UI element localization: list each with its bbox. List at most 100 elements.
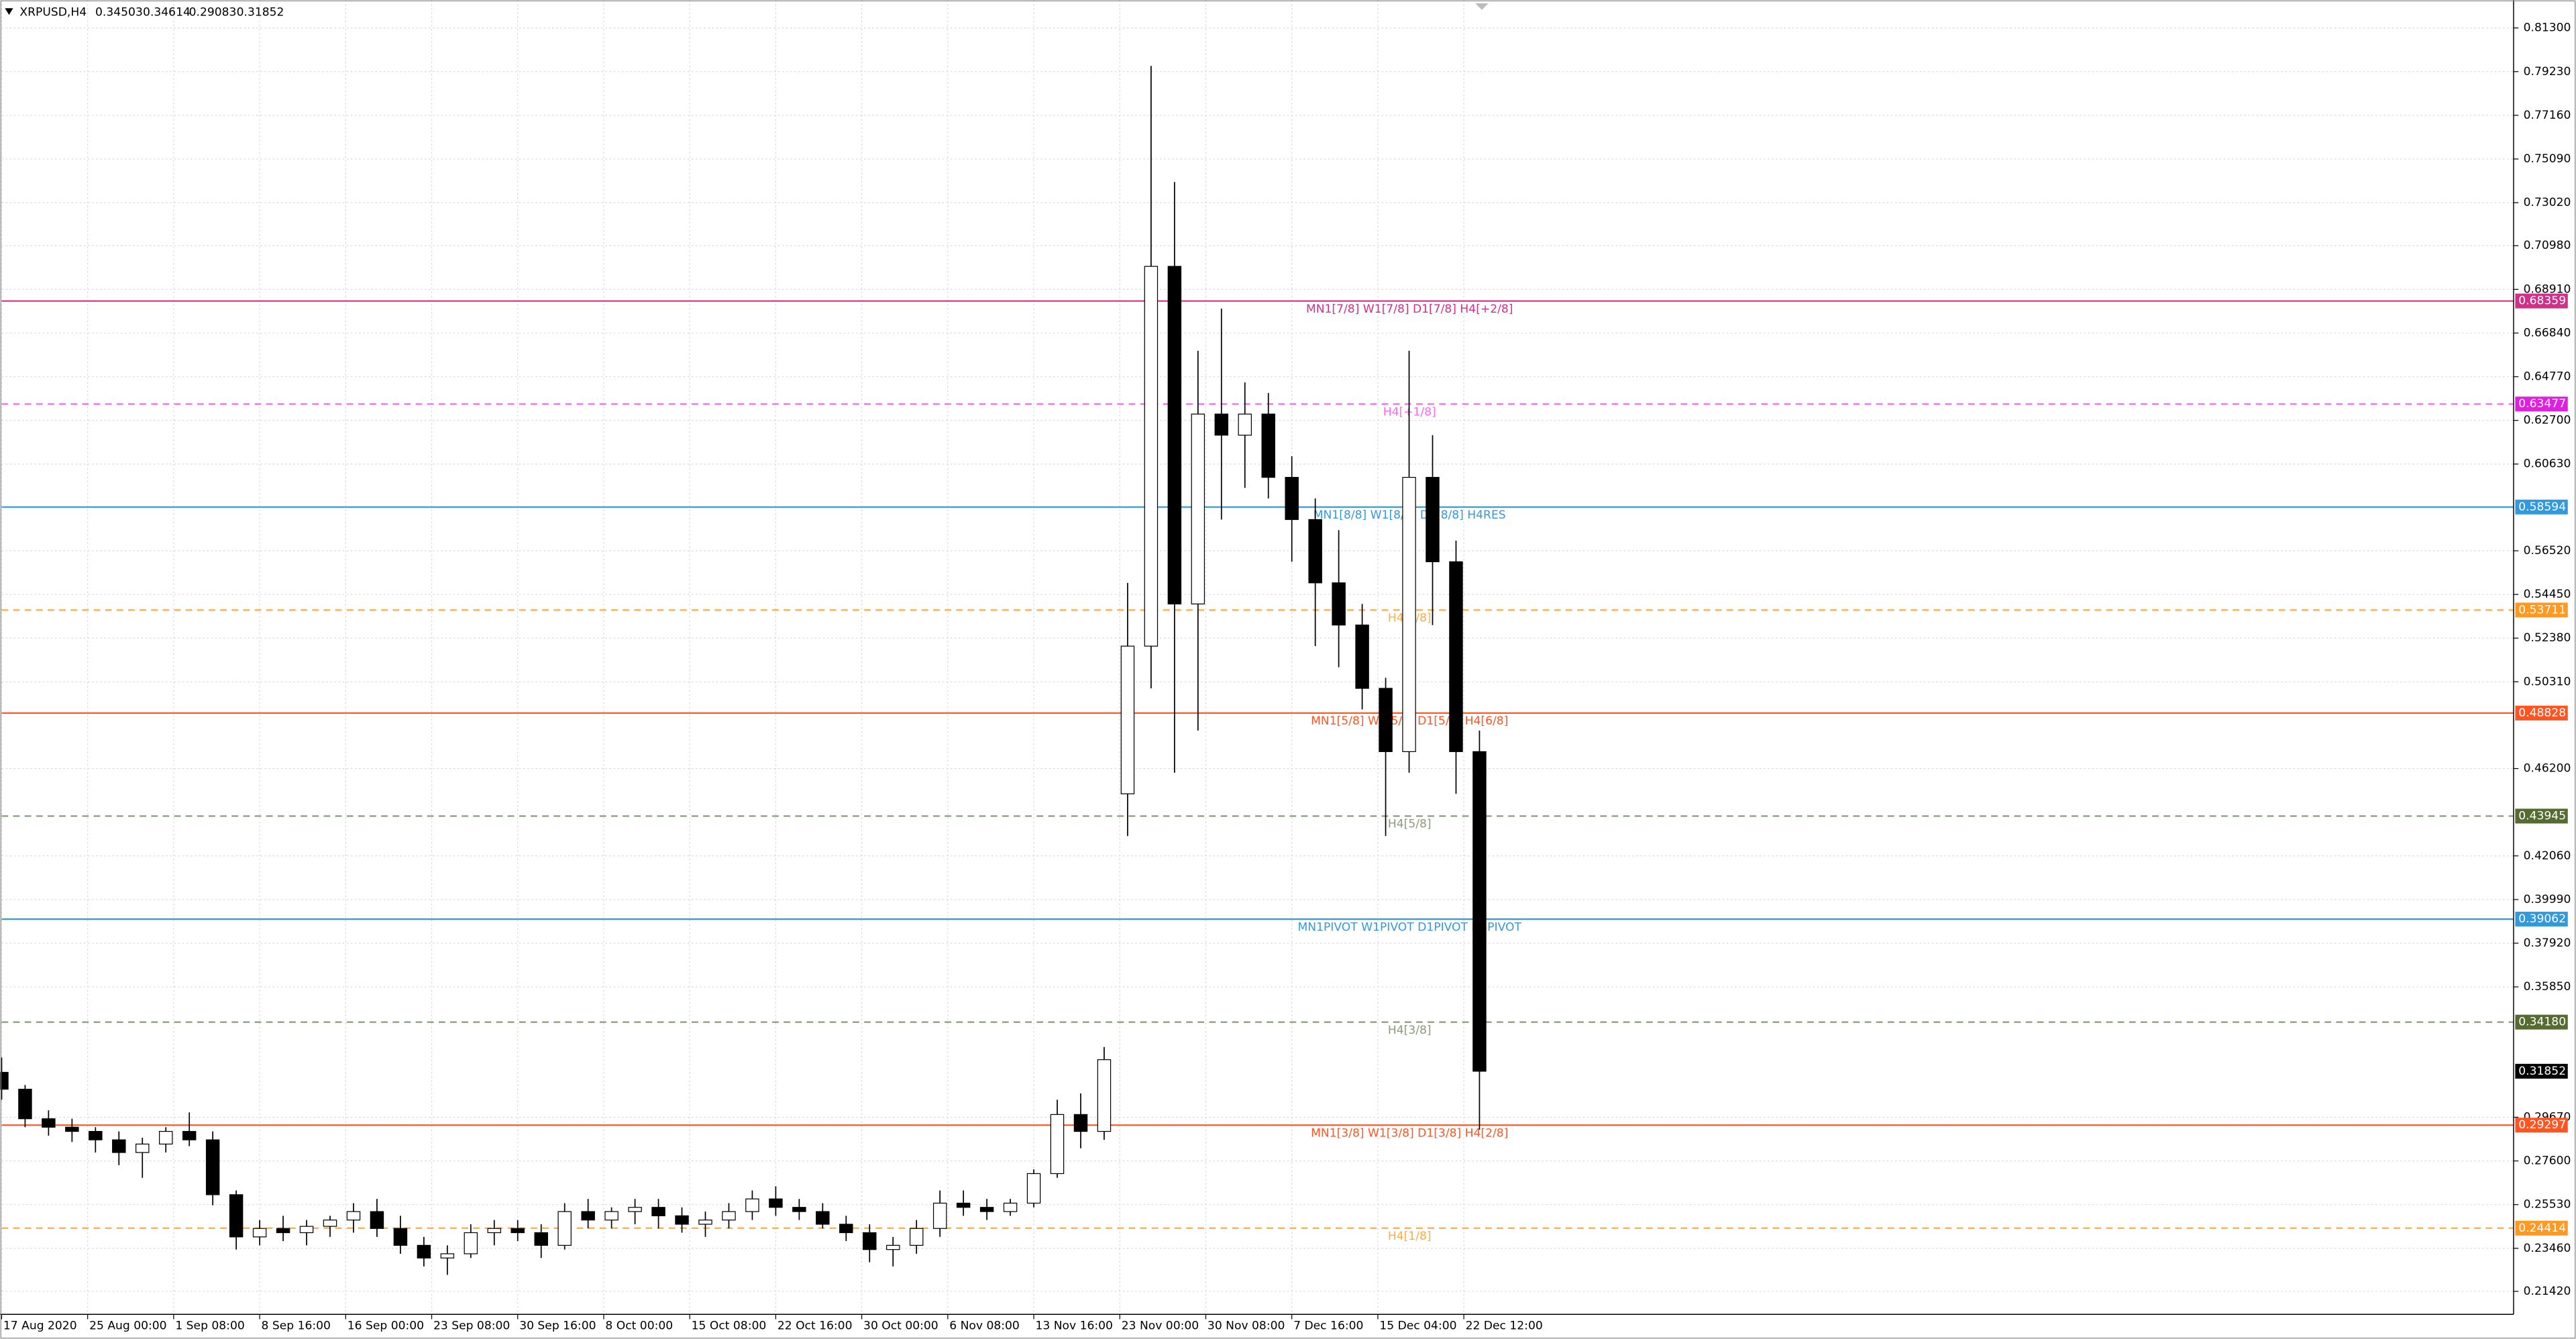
symbol: XRPUSD,H4 <box>19 5 87 19</box>
candle-body <box>1472 751 1487 1072</box>
level-tag-text: 0.53711 <box>2518 603 2566 617</box>
y-tick-label: 0.79230 <box>2524 65 2571 78</box>
candle-body <box>0 1071 9 1090</box>
candle-body <box>136 1143 150 1153</box>
x-tick-label: 23 Sep 08:00 <box>433 1319 510 1332</box>
x-tick-label: 25 Aug 00:00 <box>89 1319 166 1332</box>
candle-body <box>1379 688 1393 753</box>
candle-body <box>42 1118 56 1128</box>
level-tag <box>2515 1220 2568 1236</box>
level-tag <box>2515 499 2568 515</box>
y-tick-label: 0.25530 <box>2524 1198 2571 1212</box>
candle-body <box>722 1211 736 1221</box>
header-open: 0.34503 <box>95 5 143 19</box>
candle-body <box>1144 266 1159 647</box>
candle-body <box>698 1220 712 1225</box>
current-price-text: 0.31852 <box>2518 1065 2566 1078</box>
level-tag <box>2515 293 2568 309</box>
x-tick-label: 22 Oct 16:00 <box>777 1319 853 1332</box>
candle-body <box>18 1089 32 1120</box>
level-tag-text: 0.39062 <box>2518 912 2566 926</box>
candle-body <box>534 1232 548 1246</box>
candle-body <box>393 1228 408 1246</box>
level-tag <box>2515 808 2568 824</box>
level-label: MN1[7/8] W1[7/8] D1[7/8] H4[+2/8] <box>1306 303 1513 316</box>
candle-body <box>1261 413 1275 478</box>
y-tick-label: 0.75090 <box>2524 152 2571 166</box>
candle-body <box>464 1232 478 1254</box>
candle-body <box>323 1220 337 1227</box>
candle-body <box>1355 625 1369 689</box>
candle-body <box>769 1198 783 1208</box>
candle-body <box>1120 645 1135 794</box>
level-tag-text: 0.24414 <box>2518 1222 2566 1235</box>
x-tick-label: 16 Sep 00:00 <box>347 1319 424 1332</box>
candle-body <box>182 1130 197 1140</box>
y-tick-label: 0.64770 <box>2524 370 2571 384</box>
x-tick-label: 6 Nov 08:00 <box>949 1319 1020 1332</box>
y-tick-label: 0.23460 <box>2524 1242 2571 1255</box>
y-tick-label: 0.73020 <box>2524 196 2571 209</box>
candles <box>0 66 1487 1275</box>
x-tick-label: 7 Dec 16:00 <box>1293 1319 1363 1332</box>
candle-body <box>1191 413 1205 604</box>
x-tick-label: 30 Sep 16:00 <box>519 1319 596 1332</box>
x-tick-label: 15 Dec 04:00 <box>1379 1319 1456 1332</box>
level-tag <box>2515 1014 2568 1030</box>
candle-body <box>1285 476 1299 521</box>
candle-body <box>1238 413 1252 436</box>
shift-marker <box>1475 3 1489 10</box>
candle-body <box>816 1211 830 1225</box>
y-tick-label: 0.21420 <box>2524 1285 2571 1298</box>
x-tick-label: 15 Oct 08:00 <box>692 1319 767 1332</box>
y-tick-label: 0.39990 <box>2524 893 2571 906</box>
y-tick-label: 0.50310 <box>2524 675 2571 688</box>
y-tick-label: 0.66840 <box>2524 326 2571 339</box>
candle-body <box>886 1244 900 1250</box>
x-tick-label: 30 Nov 08:00 <box>1208 1319 1285 1332</box>
candle-body <box>1026 1173 1041 1204</box>
candle-body <box>581 1211 595 1221</box>
level-tag <box>2515 912 2568 927</box>
candle-body <box>487 1228 502 1234</box>
candle-body <box>276 1228 290 1234</box>
y-tick-label: 0.56520 <box>2524 544 2571 557</box>
candle-body <box>1167 266 1182 604</box>
level-label: H4[5/8] <box>1388 818 1432 831</box>
candle-body <box>979 1207 994 1212</box>
candle-body <box>909 1228 924 1246</box>
level-label: H4[3/8] <box>1388 1024 1432 1037</box>
level-tag-text: 0.58594 <box>2518 500 2566 514</box>
candle-body <box>839 1224 853 1234</box>
candle-body <box>1097 1059 1112 1132</box>
y-tick-label: 0.81300 <box>2524 21 2571 35</box>
x-tick-label: 17 Aug 2020 <box>3 1319 77 1332</box>
x-tick-label: 30 Oct 00:00 <box>863 1319 938 1332</box>
header: XRPUSD,H4 0.34503 0.34614 0.29083 0.3185… <box>5 5 284 19</box>
level-label: H4[1/8] <box>1388 1230 1432 1243</box>
candle-body <box>370 1211 384 1229</box>
candle-body <box>205 1139 220 1195</box>
candle-body <box>675 1215 689 1225</box>
candle-body <box>745 1198 759 1212</box>
candle-body <box>863 1232 877 1250</box>
candle-body <box>792 1207 806 1212</box>
y-tick-label: 0.54450 <box>2524 588 2571 601</box>
y-tick-label: 0.42060 <box>2524 849 2571 863</box>
y-tick-label: 0.68910 <box>2524 282 2571 296</box>
level-tag <box>2515 396 2568 412</box>
y-tick-label: 0.27600 <box>2524 1155 2571 1168</box>
candle-body <box>229 1194 244 1238</box>
candle-body <box>112 1139 126 1153</box>
candle-body <box>1308 519 1322 584</box>
candle-body <box>651 1207 665 1216</box>
candle-body <box>252 1228 267 1238</box>
y-tick-label: 0.37920 <box>2524 936 2571 950</box>
y-tick-label: 0.62700 <box>2524 414 2571 427</box>
level-tag-text: 0.34180 <box>2518 1016 2566 1029</box>
candle-body <box>1003 1202 1018 1212</box>
candle-body <box>1449 561 1463 753</box>
